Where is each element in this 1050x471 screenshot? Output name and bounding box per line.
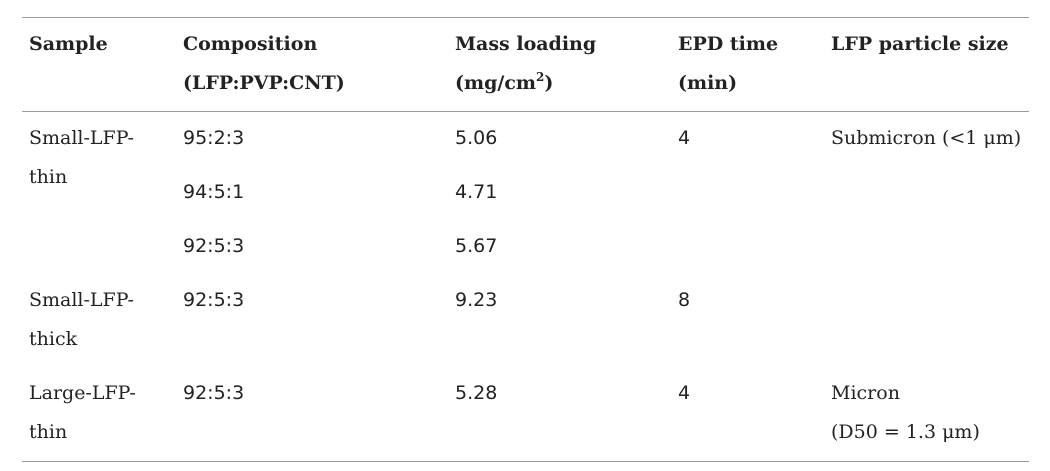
table-bottom-rule (22, 461, 1029, 462)
header-mass-loading-exponent: 2 (536, 70, 545, 84)
header-epd-time: EPD time (min) (678, 25, 778, 103)
composition-cell: 92:5:3 (183, 235, 245, 257)
composition-cell: 95:2:3 (183, 127, 245, 149)
sample-small-lfp-thick: Small-LFP- thick (29, 281, 134, 359)
sample-large-lfp-thin: Large-LFP- thin (29, 374, 136, 452)
header-mass-loading: Mass loading (mg/cm2) (455, 25, 596, 103)
mass-loading-cell: 4.71 (455, 181, 498, 203)
header-epd-time-line1: EPD time (678, 33, 779, 55)
sample-line1: Large-LFP- (29, 382, 136, 404)
epd-time-cell: 4 (678, 382, 691, 404)
mass-loading-cell: 5.67 (455, 235, 498, 257)
particle-size-line1: Micron (831, 382, 900, 404)
mass-loading-cell: 9.23 (455, 289, 498, 311)
table-top-rule (22, 17, 1029, 18)
header-mass-loading-unit: (mg/cm (455, 72, 536, 94)
particle-size-cell: Submicron (<1 μm) (831, 127, 1022, 149)
epd-time-cell: 4 (678, 127, 691, 149)
header-composition-line2: (LFP:PVP:CNT) (183, 72, 345, 94)
composition-cell: 94:5:1 (183, 181, 245, 203)
mass-loading-cell: 5.28 (455, 382, 498, 404)
header-particle-size: LFP particle size (831, 33, 1009, 55)
header-composition: Composition (LFP:PVP:CNT) (183, 25, 345, 103)
header-rule (22, 111, 1029, 112)
epd-time-cell: 8 (678, 289, 691, 311)
composition-cell: 92:5:3 (183, 289, 245, 311)
header-epd-time-line2: (min) (678, 72, 738, 94)
sample-line2: thin (29, 166, 68, 188)
header-mass-loading-close: ) (544, 72, 554, 94)
header-mass-loading-line1: Mass loading (455, 33, 597, 55)
header-mass-loading-line2: (mg/cm2) (455, 64, 596, 103)
sample-small-lfp-thin: Small-LFP- thin (29, 119, 134, 197)
sample-line1: Small-LFP- (29, 127, 134, 149)
particle-size-cell: Micron (D50 = 1.3 μm) (831, 374, 980, 452)
header-composition-line1: Composition (183, 33, 318, 55)
sample-line1: Small-LFP- (29, 289, 134, 311)
particle-size-line2: (D50 = 1.3 μm) (831, 421, 980, 443)
sample-line2: thick (29, 328, 78, 350)
composition-cell: 92:5:3 (183, 382, 245, 404)
sample-line2: thin (29, 421, 68, 443)
header-sample: Sample (29, 33, 108, 55)
mass-loading-cell: 5.06 (455, 127, 498, 149)
